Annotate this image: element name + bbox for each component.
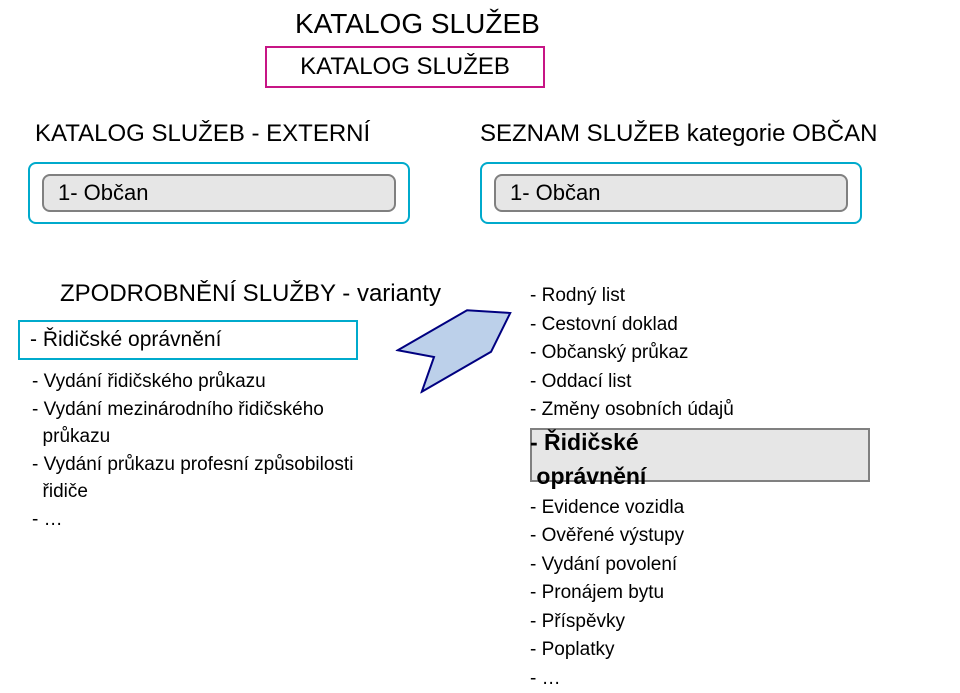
title-boxed-text: KATALOG SLUŽEB [300, 53, 510, 81]
list-item: - Vydání průkazu profesní způsobilosti [32, 451, 353, 479]
page-title: KATALOG SLUŽEB [295, 8, 540, 40]
list-item: - Rodný list [530, 282, 734, 311]
list-item: - Příspěvky [530, 608, 734, 637]
list-item: - Evidence vozidla [530, 494, 734, 523]
list-item: průkazu [32, 423, 353, 451]
category-box-right-inner: 1- Občan [494, 174, 848, 212]
list-item: - Ověřené výstupy [530, 522, 734, 551]
list-item: - Občanský průkaz [530, 339, 734, 368]
variant-header-box: - Řidičské oprávnění [18, 320, 358, 360]
variant-header-text: - Řidičské oprávnění [30, 328, 221, 351]
title-boxed: KATALOG SLUŽEB [265, 46, 545, 88]
list-item: - Poplatky [530, 636, 734, 665]
variants-section-label: ZPODROBNĚNÍ SLUŽBY - varianty [60, 280, 441, 308]
list-item: - Vydání řidičského průkazu [32, 368, 353, 396]
list-item: oprávnění [530, 459, 734, 494]
list-item: - Oddací list [530, 368, 734, 397]
list-item: - Vydání povolení [530, 551, 734, 580]
category-box-left: 1- Občan [28, 162, 410, 224]
list-item: - Vydání mezinárodního řidičského [32, 396, 353, 424]
section-right-label: SEZNAM SLUŽEB kategorie OBČAN [480, 120, 877, 148]
section-left-label: KATALOG SLUŽEB - EXTERNÍ [35, 120, 370, 148]
category-right-label: 1- Občan [510, 180, 601, 206]
category-left-label: 1- Občan [58, 180, 149, 206]
list-item: - Cestovní doklad [530, 311, 734, 340]
list-item: - … [32, 506, 353, 534]
list-item: - Změny osobních údajů [530, 396, 734, 425]
category-box-right: 1- Občan [480, 162, 862, 224]
category-box-left-inner: 1- Občan [42, 174, 396, 212]
right-list: - Rodný list- Cestovní doklad- Občanský … [530, 282, 734, 693]
list-item: - … [530, 665, 734, 693]
list-item: - Pronájem bytu [530, 579, 734, 608]
variant-list: - Vydání řidičského průkazu- Vydání mezi… [32, 368, 353, 533]
list-item: řidiče [32, 478, 353, 506]
list-item: - Řidičské [530, 425, 734, 460]
